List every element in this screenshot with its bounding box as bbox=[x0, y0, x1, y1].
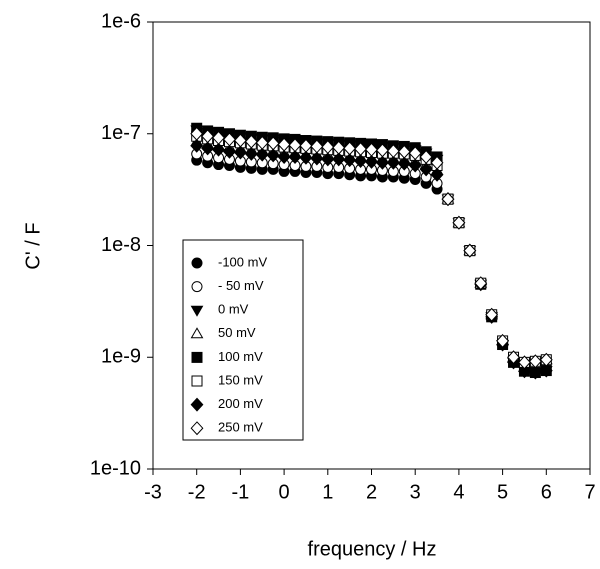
y-axis-label: C' / F bbox=[22, 222, 44, 269]
x-tick-label: 0 bbox=[279, 481, 290, 503]
data-point bbox=[518, 355, 531, 370]
legend-label: 250 mV bbox=[218, 420, 263, 435]
x-axis-label: frequency / Hz bbox=[308, 538, 437, 560]
data-point bbox=[463, 243, 477, 258]
y-tick-label: 1e-6 bbox=[101, 10, 141, 32]
data-point bbox=[343, 141, 357, 156]
data-point bbox=[244, 146, 258, 161]
legend-label: 150 mV bbox=[218, 372, 263, 387]
y-tick-label: 1e-8 bbox=[101, 234, 141, 256]
legend-label: 0 mV bbox=[218, 302, 249, 317]
data-point bbox=[365, 154, 378, 169]
data-point bbox=[528, 365, 542, 380]
legend-marker bbox=[190, 421, 204, 436]
legend-marker bbox=[191, 375, 203, 387]
data-point bbox=[528, 354, 542, 369]
data-point bbox=[354, 142, 368, 157]
data-point bbox=[223, 132, 236, 147]
series bbox=[190, 126, 553, 370]
x-tick-label: 1 bbox=[322, 481, 333, 503]
data-point bbox=[375, 155, 389, 170]
legend-marker bbox=[191, 281, 203, 293]
data-point bbox=[397, 156, 411, 171]
x-tick-label: 5 bbox=[497, 481, 508, 503]
data-point bbox=[518, 364, 531, 379]
x-tick-label: 3 bbox=[410, 481, 421, 503]
legend-marker bbox=[191, 351, 203, 363]
legend-marker bbox=[190, 397, 204, 412]
data-point bbox=[430, 155, 444, 170]
data-point bbox=[288, 149, 302, 164]
data-point bbox=[266, 148, 280, 163]
data-point bbox=[310, 139, 324, 154]
data-point bbox=[233, 145, 247, 160]
y-tick-label: 1e-7 bbox=[101, 122, 141, 144]
legend-marker bbox=[190, 305, 204, 317]
y-tick-label: 1e-10 bbox=[90, 457, 141, 479]
data-point bbox=[496, 333, 510, 348]
data-point bbox=[277, 137, 291, 152]
data-point bbox=[507, 350, 520, 365]
data-point bbox=[386, 144, 400, 159]
data-point bbox=[255, 147, 269, 162]
data-point bbox=[288, 138, 302, 153]
data-point bbox=[277, 149, 291, 164]
data-point bbox=[419, 149, 433, 164]
data-point bbox=[212, 142, 225, 157]
legend-marker bbox=[191, 257, 203, 269]
data-point bbox=[244, 134, 258, 149]
data-point bbox=[354, 154, 368, 169]
x-tick-label: 7 bbox=[584, 481, 595, 503]
data-point bbox=[441, 192, 455, 207]
data-point bbox=[223, 144, 236, 159]
legend-label: 50 mV bbox=[218, 325, 256, 340]
x-tick-label: 6 bbox=[541, 481, 552, 503]
data-point bbox=[386, 155, 400, 170]
x-tick-label: -2 bbox=[188, 481, 206, 503]
x-tick-label: -3 bbox=[144, 481, 162, 503]
data-point bbox=[343, 153, 357, 168]
data-point bbox=[332, 152, 346, 167]
data-point bbox=[190, 126, 204, 141]
data-point bbox=[365, 142, 378, 157]
data-point bbox=[539, 363, 553, 378]
legend-label: 100 mV bbox=[218, 349, 263, 364]
legend-box bbox=[182, 239, 304, 441]
legend-label: - 50 mV bbox=[218, 278, 264, 293]
data-point bbox=[474, 276, 488, 291]
data-point bbox=[255, 135, 269, 150]
x-tick-label: -1 bbox=[232, 481, 250, 503]
data-point bbox=[430, 167, 444, 182]
data-point bbox=[212, 130, 225, 145]
data-point bbox=[375, 143, 389, 158]
data-point bbox=[539, 352, 553, 367]
x-tick-label: 4 bbox=[453, 481, 464, 503]
data-point bbox=[299, 150, 313, 165]
data-point bbox=[332, 140, 346, 155]
data-point bbox=[408, 146, 422, 161]
data-point bbox=[397, 144, 411, 159]
legend-label: -100 mV bbox=[218, 254, 267, 269]
data-point bbox=[201, 129, 215, 144]
data-point bbox=[201, 141, 215, 156]
data-point bbox=[321, 152, 335, 167]
data-point bbox=[408, 158, 422, 173]
data-point bbox=[310, 151, 324, 166]
y-tick-label: 1e-9 bbox=[101, 346, 141, 368]
data-point bbox=[299, 138, 313, 153]
data-point bbox=[485, 307, 499, 322]
data-point bbox=[452, 215, 466, 230]
legend-marker bbox=[190, 327, 204, 339]
data-point bbox=[419, 162, 433, 177]
data-point bbox=[321, 140, 335, 155]
data-point bbox=[233, 133, 247, 148]
legend: -100 mV - 50 mV 0 mV 50 mV 100 mV 150 mV 200 m… bbox=[182, 239, 304, 441]
data-point bbox=[190, 138, 204, 153]
data-point bbox=[266, 136, 280, 151]
x-tick-label: 2 bbox=[366, 481, 377, 503]
legend-label: 200 mV bbox=[218, 396, 263, 411]
